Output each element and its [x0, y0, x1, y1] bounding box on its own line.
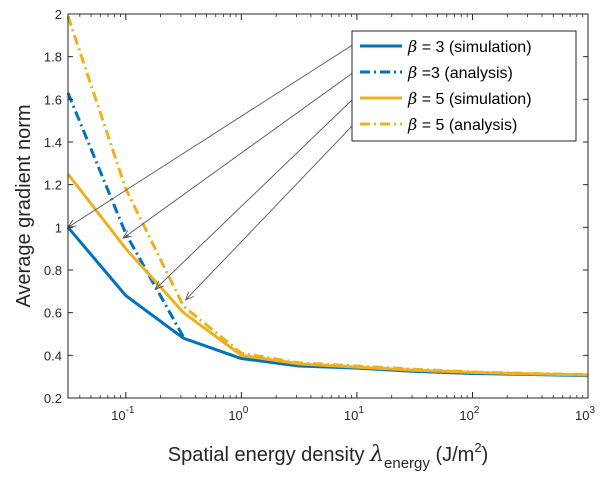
y-tick-label: 0.4	[44, 348, 62, 363]
legend-label-text: = 5 (analysis)	[417, 117, 517, 134]
y-tick-label: 2	[55, 7, 62, 22]
legend-beta-symbol: β	[407, 37, 417, 56]
y-tick-label: 0.2	[44, 391, 62, 406]
legend: β = 3 (simulation)β =3 (analysis)β = 5 (…	[351, 30, 577, 142]
x-tick-label-exponent: 1	[358, 405, 364, 416]
legend-label-3: β = 5 (simulation)	[407, 89, 532, 108]
annotation-arrow-head-3	[154, 280, 164, 290]
x-tick-label-exponent: -1	[126, 405, 135, 416]
legend-label-text: =3 (analysis)	[417, 65, 513, 82]
x-tick-label-base: 10	[575, 408, 589, 423]
annotation-arrow-line-4	[185, 123, 355, 301]
x-tick-label: 100	[228, 405, 248, 423]
x-tick-label-base: 10	[228, 408, 242, 423]
y-tick-label: 0.8	[44, 263, 62, 278]
x-tick-label-base: 10	[344, 408, 358, 423]
x-tick-label: 10-1	[111, 405, 135, 423]
legend-beta-symbol: β	[407, 63, 417, 82]
y-tick-label: 0.6	[44, 306, 62, 321]
annotation-arrow-line-3	[154, 97, 355, 290]
legend-label-text: = 3 (simulation)	[417, 39, 531, 56]
x-axis-title-symbol: λ	[369, 442, 384, 467]
x-axis-title-unit-sup: 2	[474, 440, 481, 455]
x-tick-label: 102	[459, 405, 479, 423]
annotation-arrow-line-1	[67, 43, 355, 228]
x-tick-label-exponent: 3	[589, 405, 595, 416]
legend-label-1: β = 3 (simulation)	[407, 37, 532, 56]
axes-box	[67, 13, 589, 399]
legend-label-text: = 5 (simulation)	[417, 91, 531, 108]
x-axis-title-subscript: energy	[384, 455, 430, 472]
annotation-arrow-line-2	[122, 71, 355, 239]
y-tick-label: 1.2	[44, 178, 62, 193]
legend-label-4: β = 5 (analysis)	[407, 115, 517, 134]
annotation-arrow-head-4	[184, 291, 194, 301]
x-axis-title: Spatial energy density λenergy (J/m2)	[168, 440, 489, 472]
x-tick-label-base: 10	[459, 408, 473, 423]
x-tick-label-exponent: 0	[243, 405, 249, 416]
x-tick-label-base: 10	[111, 408, 125, 423]
legend-beta-symbol: β	[407, 115, 417, 134]
y-tick-label: 1.6	[44, 92, 62, 107]
y-tick-label: 1.8	[44, 50, 62, 65]
y-axis-title: Average gradient norm	[13, 104, 35, 307]
legend-beta-symbol: β	[407, 89, 417, 108]
annotation-arrow-head-2	[122, 230, 132, 239]
y-tick-label: 1.4	[44, 135, 62, 150]
x-tick-label: 103	[575, 405, 595, 423]
x-tick-label: 101	[344, 405, 364, 423]
y-tick-label: 1	[55, 220, 62, 235]
x-tick-label-exponent: 2	[474, 405, 480, 416]
series-layer	[66, 15, 589, 378]
x-axis-title-prefix: Spatial energy density	[168, 444, 370, 466]
annotation-layer	[67, 43, 355, 301]
x-axis-title-unit-open: (J/m	[430, 444, 474, 466]
x-axis-title-unit-close: )	[482, 444, 489, 466]
legend-label-2: β =3 (analysis)	[407, 63, 513, 82]
series-line-4	[66, 15, 589, 377]
